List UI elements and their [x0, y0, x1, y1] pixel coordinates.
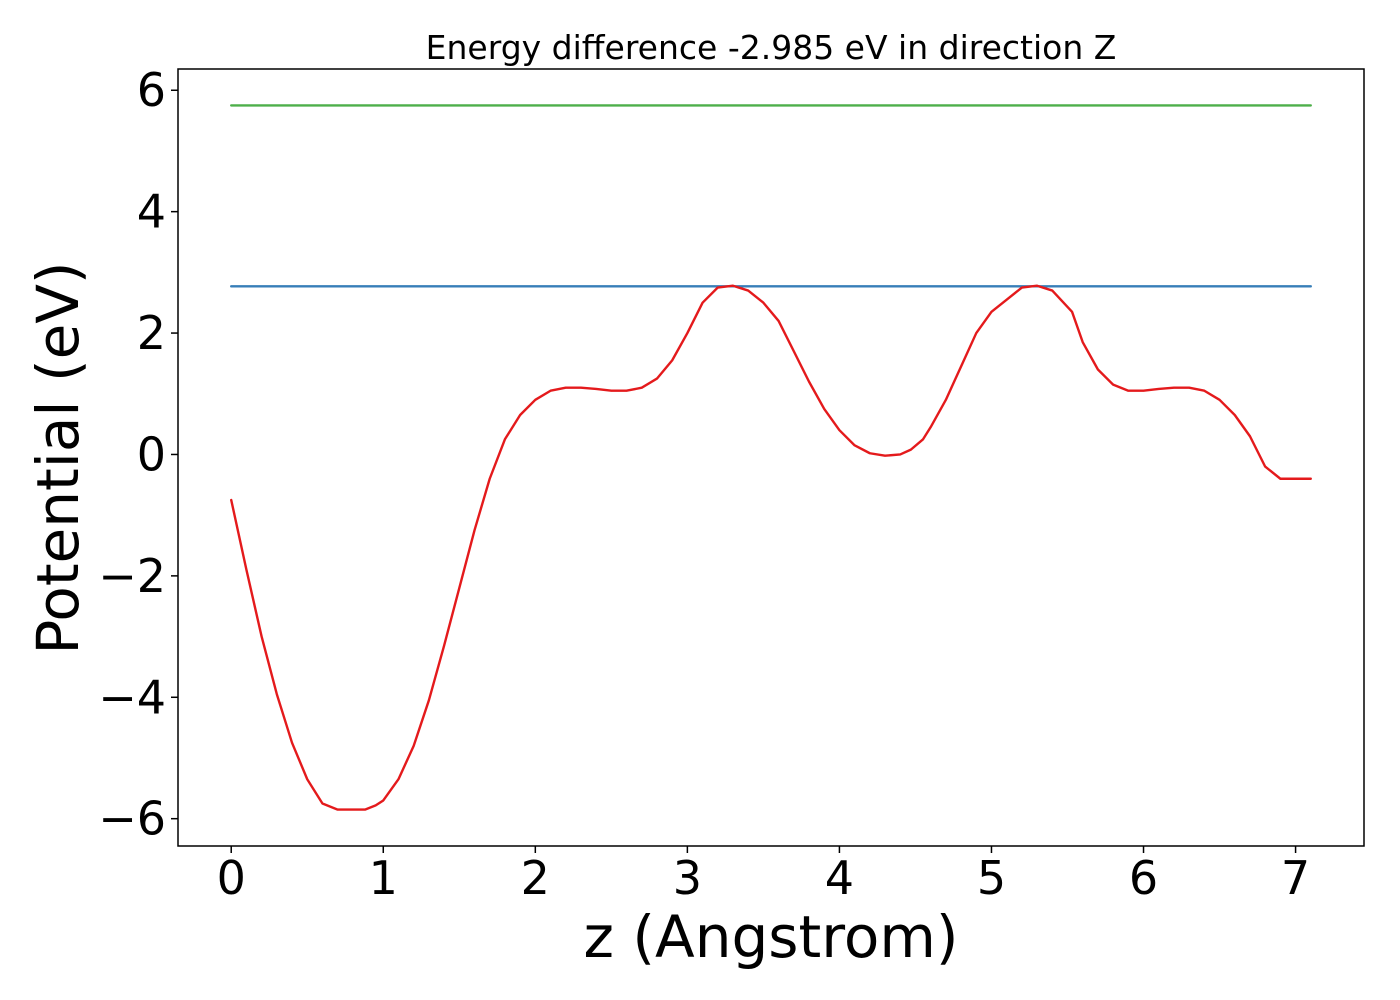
plot-frame: [177, 68, 1365, 847]
x-tick-label: 0: [217, 851, 246, 905]
x-tick-label: 4: [825, 851, 854, 905]
y-tick-label: 2: [137, 306, 166, 360]
y-axis: 6 4 2 0 −2 −4 −6: [98, 63, 178, 846]
y-tick-label: −2: [98, 549, 166, 603]
x-tick-label: 1: [369, 851, 398, 905]
x-axis-label: z (Angstrom): [584, 903, 959, 971]
x-tick-label: 3: [673, 851, 702, 905]
potential-curve-line: [230, 284, 1312, 811]
x-tick-label: 7: [1281, 851, 1310, 905]
y-axis-label: Potential (eV): [24, 261, 92, 654]
y-tick-label: −6: [98, 792, 166, 846]
x-tick-label: 6: [1129, 851, 1158, 905]
chart-title: Energy difference -2.985 eV in direction…: [426, 28, 1117, 67]
y-tick-label: 6: [137, 63, 166, 117]
plot-area: [230, 104, 1312, 811]
y-tick-label: −4: [98, 670, 166, 724]
y-tick-label: 0: [137, 427, 166, 481]
x-axis: 0 1 2 3 4 5 6 7: [217, 846, 1310, 905]
x-tick-label: 2: [521, 851, 550, 905]
x-tick-label: 5: [977, 851, 1006, 905]
y-tick-label: 4: [137, 185, 166, 239]
